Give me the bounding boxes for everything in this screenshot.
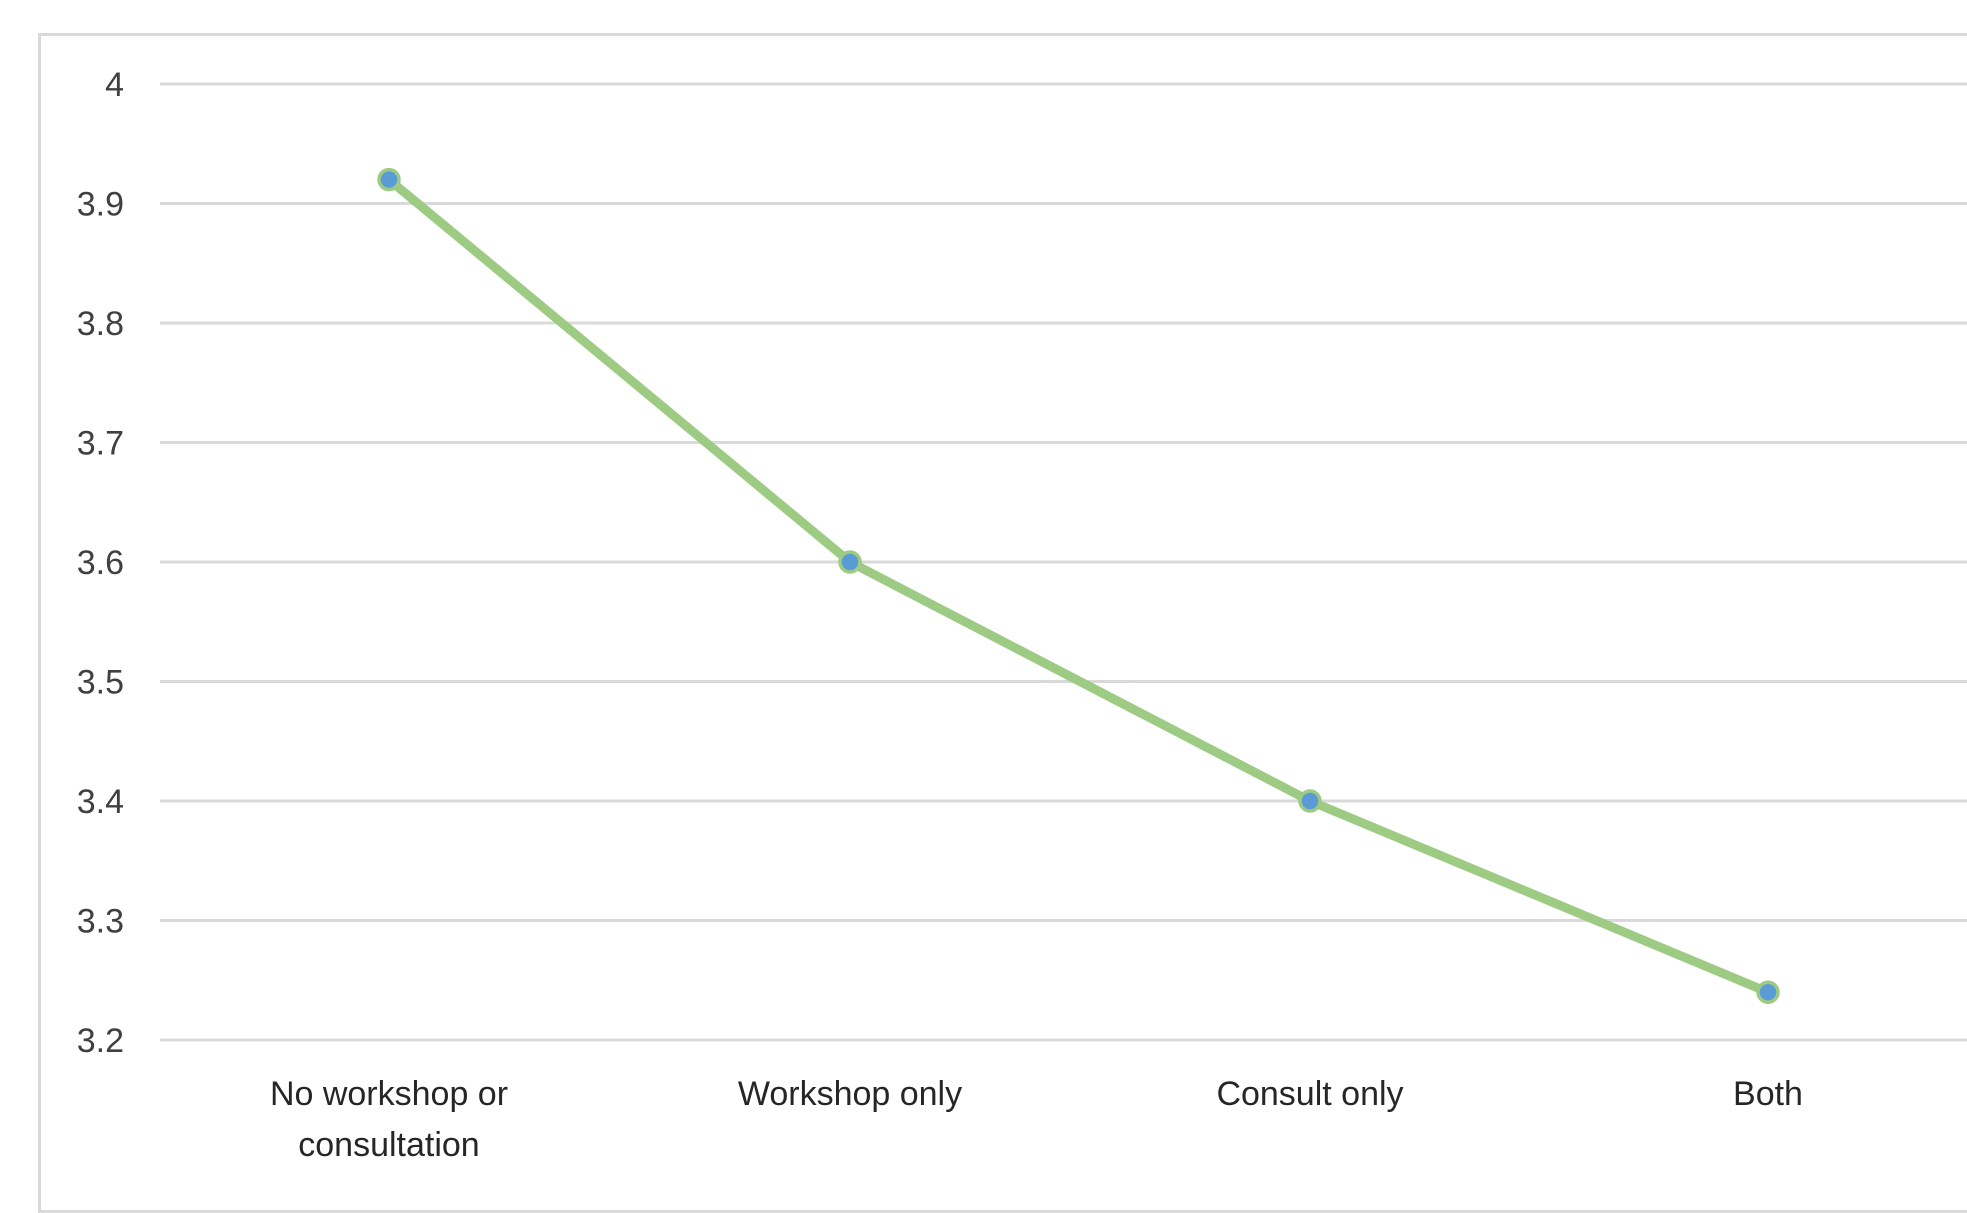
data-point bbox=[1756, 980, 1780, 1004]
line-chart: 3.2 3.3 3.4 3.5 3.6 3.7 3.8 3.9 4 No workshop or… bbox=[77, 66, 1967, 1164]
y-tick-label: 3.2 bbox=[77, 1022, 124, 1060]
x-axis-categories: No workshop or consultation Workshop only C… bbox=[270, 1075, 1803, 1164]
y-tick-label: 3.6 bbox=[77, 544, 124, 582]
x-category-label: No workshop or bbox=[270, 1075, 508, 1113]
data-point bbox=[377, 167, 401, 192]
series-layer bbox=[377, 167, 1780, 1004]
series-line bbox=[384, 175, 1773, 997]
y-tick-label: 3.8 bbox=[77, 305, 124, 343]
x-category-label: Workshop only bbox=[738, 1075, 962, 1113]
chart-frame bbox=[38, 33, 1967, 1213]
y-axis-ticks: 3.2 3.3 3.4 3.5 3.6 3.7 3.8 3.9 4 bbox=[77, 66, 124, 1060]
x-category-label: Consult only bbox=[1216, 1075, 1403, 1113]
data-point bbox=[1298, 789, 1322, 813]
y-tick-label: 3.4 bbox=[77, 783, 124, 821]
x-category-label: Both bbox=[1733, 1075, 1803, 1113]
y-tick-label: 3.7 bbox=[77, 425, 124, 463]
y-tick-label: 3.5 bbox=[77, 664, 124, 702]
x-category-label: consultation bbox=[298, 1126, 479, 1164]
y-tick-label: 3.3 bbox=[77, 903, 124, 941]
data-point bbox=[838, 550, 862, 574]
y-tick-label: 4 bbox=[105, 66, 124, 104]
gridlines bbox=[160, 82, 1967, 1042]
y-tick-label: 3.9 bbox=[77, 186, 124, 224]
